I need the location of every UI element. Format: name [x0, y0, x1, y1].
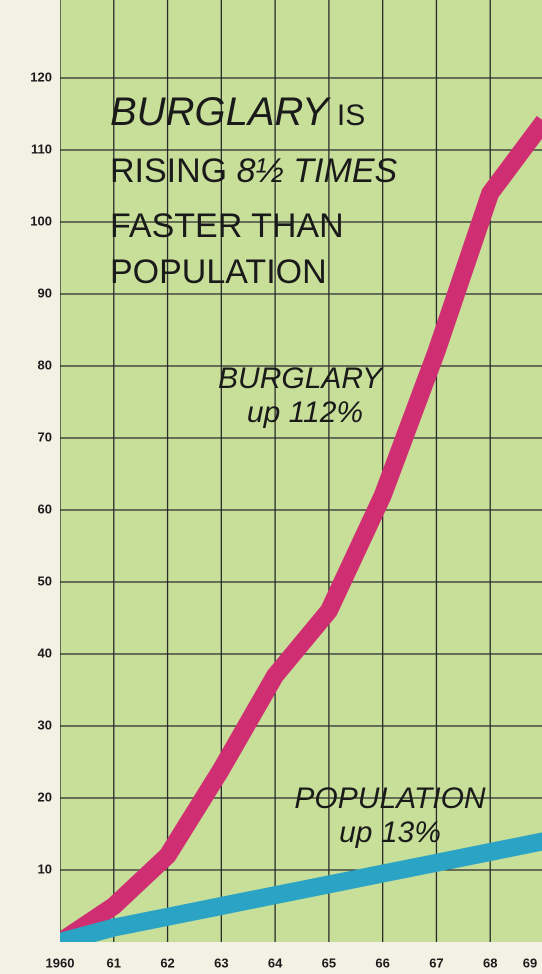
y-tick-label: 100	[30, 213, 52, 228]
y-tick-label: 60	[38, 501, 52, 516]
headline: POPULATION	[110, 253, 327, 291]
headline-part: IS	[329, 99, 366, 132]
x-tick-label: 69	[523, 955, 537, 970]
y-tick-label: 90	[38, 285, 52, 300]
y-tick-label: 20	[38, 789, 52, 804]
x-tick-label: 63	[214, 955, 228, 970]
x-tick-label: 64	[268, 955, 283, 970]
plot-background	[60, 0, 542, 942]
headline: FASTER THAN	[110, 207, 344, 245]
y-tick-label: 30	[38, 717, 52, 732]
series-line	[60, 115, 542, 942]
y-tick-label: 120	[30, 69, 52, 84]
annotation: up 13%	[339, 816, 441, 849]
headline-part: RISING	[110, 152, 237, 190]
x-tick-label: 65	[322, 955, 336, 970]
headline-part: BURGLARY	[110, 90, 332, 134]
y-tick-label: 10	[38, 861, 52, 876]
y-tick-label: 70	[38, 429, 52, 444]
x-tick-label: 66	[375, 955, 389, 970]
annotation: up 112%	[247, 396, 363, 429]
x-tick-label: 1960	[46, 955, 75, 970]
y-tick-label: 80	[38, 357, 52, 372]
x-tick-label: 67	[429, 955, 443, 970]
x-tick-label: 62	[160, 955, 174, 970]
headline-part: 8½ TIMES	[237, 152, 398, 190]
x-tick-label: 68	[483, 955, 497, 970]
y-tick-label: 40	[38, 645, 52, 660]
y-tick-label: 50	[38, 573, 52, 588]
series-line	[60, 832, 542, 942]
x-tick-label: 61	[107, 955, 121, 970]
annotation: POPULATION	[294, 782, 485, 815]
headline: RISING 8½ TIMES	[110, 152, 398, 190]
headline: BURGLARY IS	[110, 90, 365, 134]
y-tick-label: 110	[31, 141, 52, 156]
annotation: BURGLARY	[218, 362, 384, 395]
